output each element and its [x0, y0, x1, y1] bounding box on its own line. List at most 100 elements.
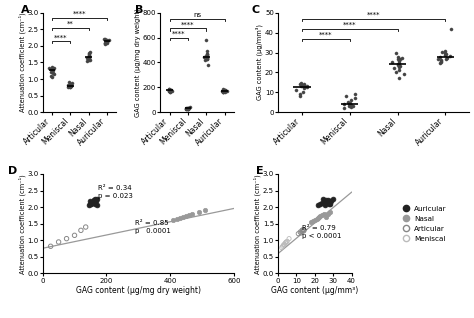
- Point: [329, 196, 337, 201]
- Point: [340, 106, 348, 111]
- Point: [104, 39, 111, 44]
- Point: [86, 57, 93, 62]
- Point: [442, 52, 449, 57]
- Point: [300, 228, 308, 233]
- Point: [346, 104, 353, 109]
- Point: [326, 201, 333, 206]
- Point: [395, 58, 402, 63]
- Point: [66, 85, 73, 90]
- Point: [202, 38, 210, 43]
- Point: [443, 51, 450, 56]
- Point: [68, 83, 75, 88]
- Point: [195, 210, 202, 215]
- Point: [101, 42, 109, 47]
- Point: [184, 106, 192, 111]
- Point: [300, 82, 308, 87]
- Text: D: D: [8, 166, 18, 176]
- Point: [221, 88, 228, 93]
- Text: E: E: [256, 166, 264, 176]
- Point: [292, 88, 299, 93]
- Point: [103, 39, 111, 45]
- Point: [438, 49, 446, 54]
- Point: [167, 87, 174, 93]
- Point: [320, 200, 328, 205]
- Point: [183, 106, 191, 111]
- Point: [442, 56, 449, 61]
- Point: [435, 57, 442, 62]
- Point: [297, 231, 305, 236]
- Point: [77, 228, 85, 233]
- Point: [394, 56, 402, 61]
- Point: [345, 101, 352, 107]
- Point: [280, 242, 288, 247]
- Point: [89, 200, 97, 205]
- Point: [315, 203, 322, 208]
- Point: [322, 198, 329, 203]
- X-axis label: GAG content (µg/mm³): GAG content (µg/mm³): [271, 287, 358, 295]
- Text: ****: ****: [73, 11, 86, 17]
- Point: [67, 83, 74, 88]
- Point: [165, 88, 173, 93]
- Point: [184, 106, 191, 111]
- Point: [394, 54, 401, 59]
- Point: [299, 227, 307, 232]
- Point: [166, 88, 174, 93]
- Point: [313, 216, 320, 221]
- Point: [101, 40, 109, 45]
- Point: [346, 101, 354, 106]
- Point: [297, 94, 304, 99]
- Point: [221, 88, 229, 93]
- Point: [221, 88, 228, 93]
- Point: [86, 53, 93, 58]
- Point: [182, 106, 190, 111]
- Point: [203, 57, 211, 62]
- Y-axis label: Attenuation coefficient (cm⁻¹): Attenuation coefficient (cm⁻¹): [18, 174, 26, 273]
- Text: A: A: [20, 5, 29, 15]
- Point: [326, 210, 333, 215]
- Point: [182, 107, 190, 112]
- Point: [395, 59, 403, 64]
- Point: [101, 41, 109, 46]
- Point: [352, 96, 359, 101]
- Point: [438, 59, 445, 64]
- Point: [85, 203, 92, 208]
- Point: [443, 55, 450, 60]
- Point: [85, 56, 93, 61]
- Text: R² = 0.85
p   0.0001: R² = 0.85 p 0.0001: [135, 220, 171, 234]
- Point: [303, 83, 311, 88]
- Point: [203, 49, 211, 54]
- Point: [165, 87, 173, 92]
- Point: [296, 230, 304, 235]
- Point: [219, 90, 227, 95]
- Point: [280, 243, 287, 248]
- Point: [85, 53, 92, 59]
- Point: [395, 61, 403, 66]
- Point: [342, 94, 349, 99]
- Point: [294, 231, 302, 236]
- Point: [281, 242, 288, 247]
- Point: [49, 70, 56, 75]
- Point: [93, 196, 100, 201]
- Point: [170, 217, 177, 222]
- Point: [66, 84, 74, 89]
- Point: [64, 82, 72, 87]
- Point: [85, 56, 93, 61]
- Point: [203, 52, 211, 57]
- Point: [91, 201, 99, 206]
- Point: [165, 86, 173, 91]
- Point: [66, 84, 73, 89]
- Point: [219, 89, 227, 94]
- Point: [201, 208, 209, 213]
- Point: [165, 88, 173, 93]
- Point: [311, 217, 319, 222]
- Point: [303, 85, 311, 90]
- Point: [219, 89, 227, 94]
- Point: [347, 98, 355, 103]
- Point: [279, 244, 286, 249]
- Text: ****: ****: [172, 31, 185, 37]
- Point: [67, 81, 74, 86]
- Point: [82, 225, 90, 230]
- Point: [203, 55, 210, 60]
- Point: [100, 36, 108, 41]
- Point: [391, 66, 398, 71]
